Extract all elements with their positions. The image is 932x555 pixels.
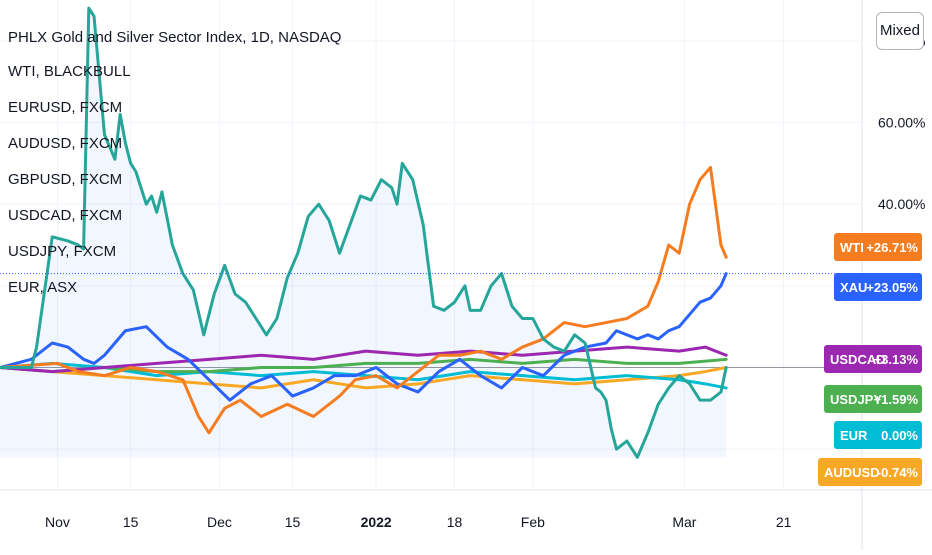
value-tag-bg (824, 345, 922, 373)
series-line-usdcad (0, 345, 728, 374)
tag-layer: WTI +26.71% XAU+23.05% USDCAD+3.13% USDJPY+1… (818, 233, 922, 486)
series-line-wti (0, 165, 728, 435)
x-tick-label: Feb (521, 514, 545, 530)
scale-mode-button[interactable]: Mixed (876, 12, 924, 50)
value-tag-symbol: XAU (840, 280, 867, 295)
x-tick-label: 15 (285, 514, 301, 530)
legend-entry: GBPUSD, FXCM (8, 171, 122, 188)
legend-entry: EUR, ASX (8, 279, 77, 296)
legend-entry: AUDUSD, FXCM (8, 135, 122, 152)
legend-entry: USDCAD, FXCM (8, 207, 122, 224)
value-tag-change: +23.05% (866, 280, 918, 295)
series-layer (0, 6, 862, 459)
legend-entry: EURUSD, FXCM (8, 99, 122, 116)
value-tag-symbol: USDJPY (830, 392, 882, 407)
y-tick-label: 60.00% (878, 115, 925, 131)
chart-title: PHLX Gold and Silver Sector Index, 1D, N… (8, 29, 341, 46)
value-tag-bg (834, 421, 922, 449)
x-tick-label: Nov (45, 514, 70, 530)
value-tag-symbol: AUDUSD (824, 465, 880, 480)
legend-layer: PHLX Gold and Silver Sector Index, 1D, N… (8, 29, 341, 296)
series-line-xau (0, 272, 728, 402)
value-tag-bg (834, 233, 922, 261)
x-tick-label: 18 (447, 514, 463, 530)
area-fill (0, 8, 727, 458)
x-tick-label: Dec (207, 514, 232, 530)
value-tag-symbol: EUR (840, 428, 868, 443)
value-tag-change: -0.74% (877, 465, 919, 480)
value-tag-change: +26.71% (866, 240, 918, 255)
x-tick-label: 15 (123, 514, 139, 530)
x-tick-label: Mar (672, 514, 696, 530)
value-tag-bg (824, 385, 922, 413)
x-tick-label: 21 (776, 514, 792, 530)
series-line-gold-and-silver (0, 6, 728, 459)
value-tag-symbol: WTI (840, 240, 864, 255)
value-tag-change: 0.00% (881, 428, 918, 443)
legend-entry: USDJPY, FXCM (8, 243, 116, 260)
value-tag-bg (834, 273, 922, 301)
value-tag-change: +1.59% (874, 392, 919, 407)
legend-entry: WTI, BLACKBULL (8, 63, 131, 80)
value-tag-change: +3.13% (874, 352, 919, 367)
value-tag-symbol: USDCAD (830, 352, 886, 367)
y-tick-label: 40.00% (878, 196, 925, 212)
series-line-eur (0, 361, 728, 390)
x-tick-label: 2022 (361, 514, 392, 530)
value-tag-bg (818, 458, 922, 486)
